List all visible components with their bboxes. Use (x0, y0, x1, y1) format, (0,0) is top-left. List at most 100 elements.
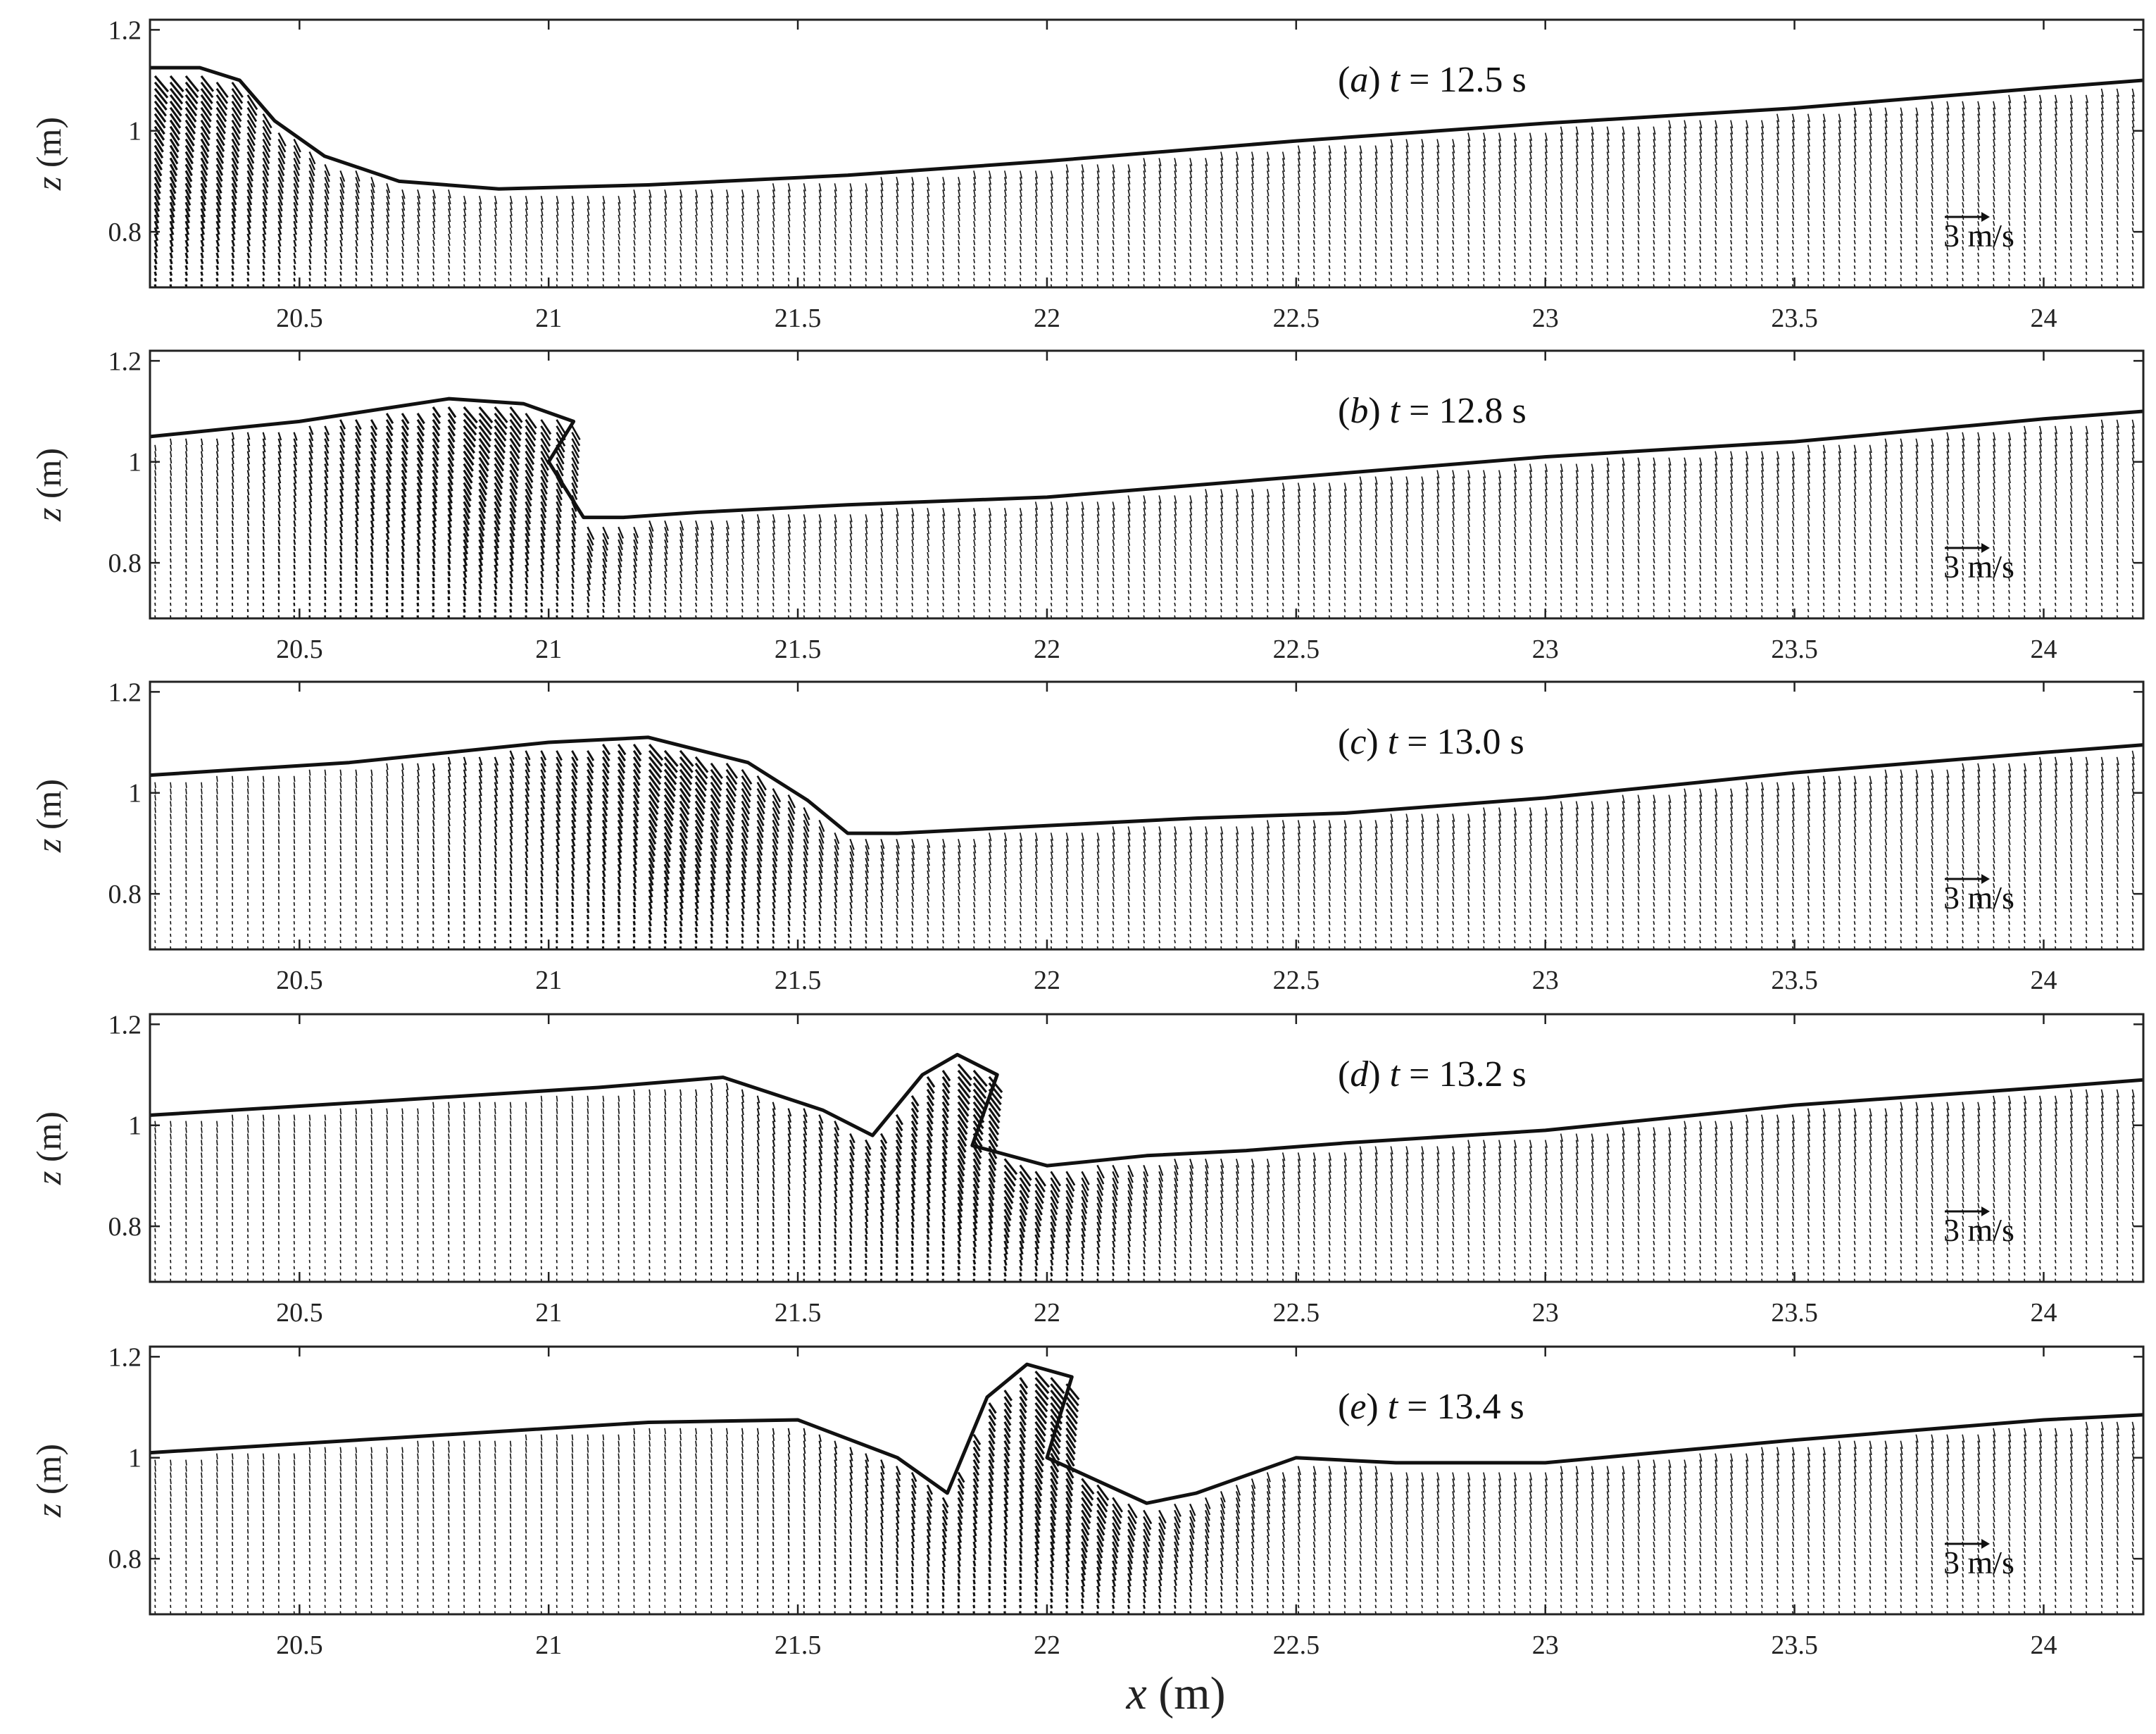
velocity-arrow (803, 533, 806, 541)
velocity-arrow (1483, 170, 1486, 178)
velocity-arrow (1405, 489, 1409, 497)
velocity-arrow (571, 208, 575, 216)
velocity-arrow (726, 227, 729, 234)
velocity-arrow (154, 482, 157, 489)
velocity-arrow (1436, 151, 1440, 160)
velocity-arrow (958, 208, 960, 216)
velocity-arrow (1452, 177, 1455, 184)
velocity-arrow (1529, 239, 1531, 245)
velocity-arrow (818, 564, 822, 570)
velocity-arrow (648, 277, 651, 282)
velocity-arrow (1081, 177, 1084, 185)
velocity-arrow (509, 507, 517, 519)
velocity-arrow (1637, 220, 1640, 227)
velocity-arrow (1297, 189, 1301, 197)
velocity-arrow (1529, 132, 1533, 142)
velocity-arrow (1374, 583, 1377, 588)
velocity-arrow (184, 182, 192, 194)
velocity-arrow (1946, 126, 1950, 135)
velocity-arrow (1637, 126, 1641, 135)
velocity-arrow (2054, 265, 2057, 269)
velocity-arrow (818, 246, 821, 251)
velocity-arrow (1869, 239, 1872, 245)
velocity-arrow (1405, 558, 1408, 564)
velocity-arrow (1436, 239, 1439, 245)
velocity-arrow (1977, 277, 1979, 282)
velocity-arrow (153, 113, 166, 129)
velocity-arrow (1467, 202, 1470, 208)
velocity-arrow (494, 526, 501, 537)
velocity-arrow (185, 457, 188, 464)
velocity-arrow (447, 539, 452, 547)
velocity-arrow (1791, 202, 1795, 208)
velocity-arrow (1004, 564, 1007, 570)
velocity-arrow (1343, 533, 1347, 539)
velocity-arrow (509, 469, 519, 484)
velocity-arrow (973, 170, 977, 179)
velocity-arrow (1390, 151, 1393, 160)
velocity-arrow (556, 419, 567, 435)
velocity-arrow (1143, 539, 1146, 546)
velocity-arrow (1931, 227, 1933, 232)
velocity-arrow (896, 177, 899, 185)
velocity-arrow (1312, 158, 1316, 166)
velocity-arrow (1004, 208, 1007, 216)
velocity-arrow (1297, 170, 1301, 178)
velocity-arrow (1405, 246, 1408, 251)
velocity-arrow (1266, 196, 1270, 203)
velocity-arrow (1405, 233, 1408, 239)
velocity-arrow (556, 558, 560, 566)
velocity-arrow (1127, 252, 1130, 257)
velocity-arrow (1065, 239, 1068, 245)
velocity-arrow (556, 463, 564, 477)
velocity-arrow (525, 564, 529, 572)
velocity-arrow (246, 265, 250, 270)
velocity-arrow (416, 475, 423, 486)
velocity-arrow (602, 220, 606, 228)
velocity-arrow (154, 564, 156, 569)
velocity-arrow (2131, 145, 2135, 152)
velocity-arrow (1359, 145, 1362, 154)
velocity-arrow (215, 570, 218, 575)
velocity-arrow (478, 520, 485, 531)
velocity-arrow (1544, 151, 1548, 160)
velocity-arrow (648, 526, 654, 538)
velocity-arrow (571, 551, 575, 560)
velocity-arrow (308, 463, 313, 472)
velocity-arrow (1312, 545, 1316, 552)
velocity-arrow (2131, 94, 2135, 104)
velocity-arrow (1390, 220, 1393, 227)
velocity-arrow (1452, 151, 1455, 160)
velocity-arrow (1575, 208, 1579, 214)
velocity-arrow (1390, 202, 1393, 208)
velocity-arrow (478, 412, 493, 430)
velocity-arrow (509, 214, 513, 223)
velocity-arrow (1096, 527, 1100, 534)
velocity-arrow (262, 208, 268, 218)
velocity-arrow (308, 444, 313, 454)
velocity-arrow (989, 577, 991, 582)
velocity-arrow (556, 246, 558, 252)
velocity-arrow (2085, 258, 2088, 263)
velocity-arrow (1946, 164, 1949, 171)
velocity-arrow (880, 214, 884, 222)
velocity-arrow (494, 220, 497, 228)
velocity-arrow (293, 476, 297, 484)
velocity-arrow (741, 227, 744, 234)
velocity-arrow (262, 577, 265, 582)
velocity-arrow (896, 277, 898, 282)
velocity-arrow (386, 233, 389, 241)
velocity-arrow (1127, 208, 1131, 215)
velocity-arrow (1312, 508, 1316, 516)
velocity-arrow (463, 513, 470, 525)
velocity-arrow (184, 246, 189, 253)
velocity-arrow (1977, 139, 1981, 146)
velocity-arrow (1158, 564, 1161, 570)
velocity-arrow (803, 577, 806, 582)
velocity-arrow (942, 527, 946, 535)
velocity-arrow (385, 463, 392, 473)
velocity-arrow (602, 596, 606, 602)
velocity-arrow (1993, 164, 1995, 171)
velocity-arrow (834, 527, 837, 535)
velocity-arrow (834, 596, 836, 601)
